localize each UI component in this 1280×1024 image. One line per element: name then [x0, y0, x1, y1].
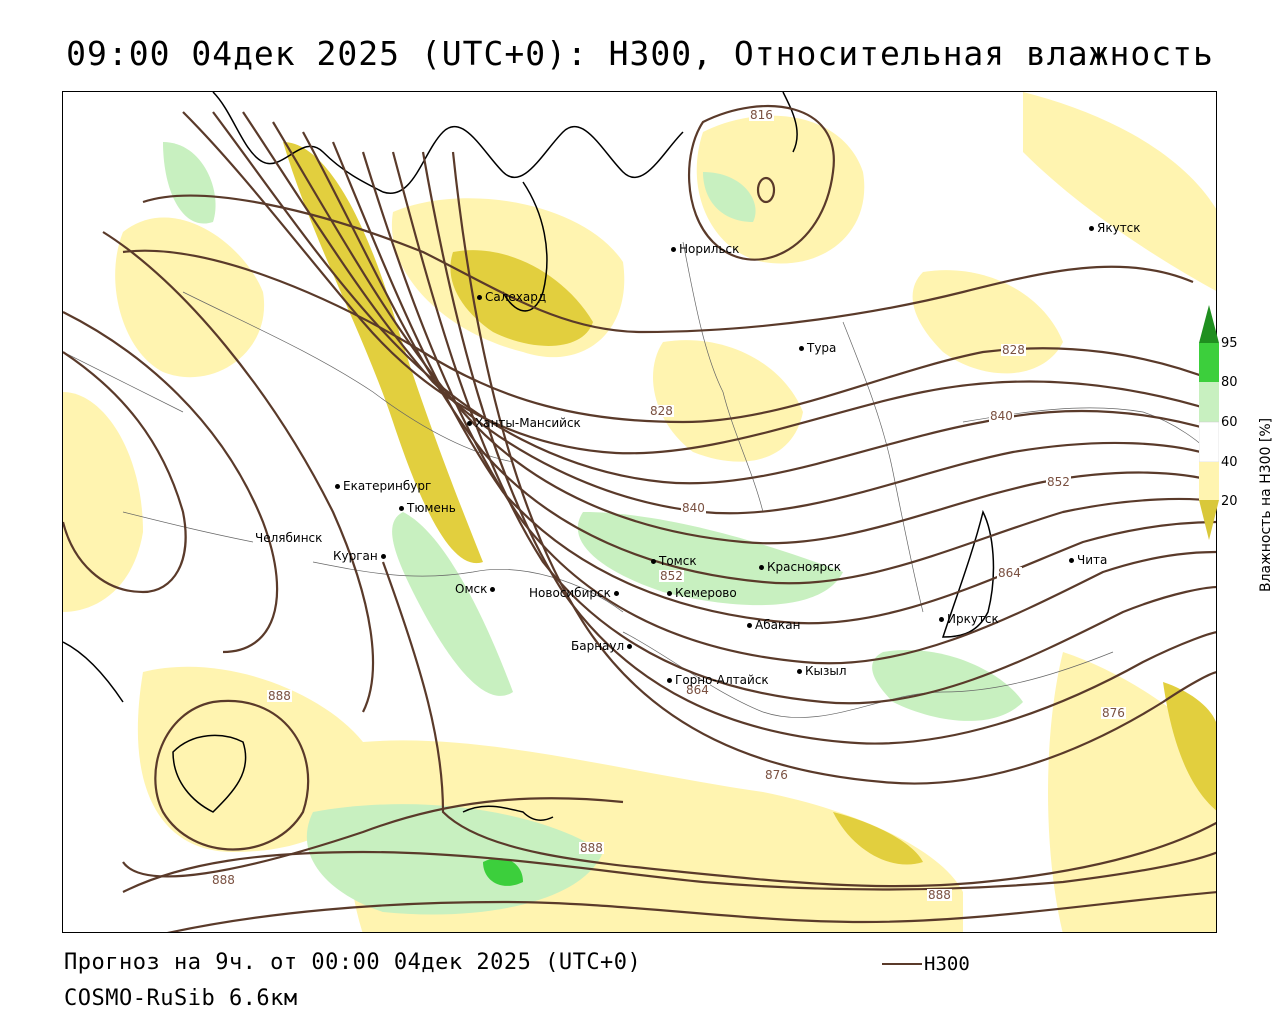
coastlines: [63, 92, 995, 822]
city-marker[interactable]: Горно-Алтайск: [667, 674, 769, 686]
city-dot-icon: [799, 346, 804, 351]
city-dot-icon: [667, 591, 672, 596]
colorbar-40-60: [1199, 421, 1219, 463]
humidity-20-40-areas: [63, 92, 1216, 932]
colorbar-tick: 20: [1221, 494, 1238, 509]
city-marker[interactable]: Ханты-Мансийск: [467, 417, 581, 429]
colorbar-top-arrow: [1199, 305, 1219, 343]
city-dot-icon: [1069, 558, 1074, 563]
city-dot-icon: [667, 678, 672, 683]
city-marker[interactable]: Красноярск: [759, 561, 841, 573]
city-dot-icon: [671, 247, 676, 252]
city-marker[interactable]: Челябинск: [255, 531, 323, 545]
colorbar-tick: 60: [1221, 415, 1238, 430]
city-marker[interactable]: Кызыл: [797, 665, 847, 677]
city-dot-icon: [380, 554, 386, 559]
city-marker[interactable]: Тура: [799, 342, 836, 354]
city-dot-icon: [399, 506, 404, 511]
map-canvas: [63, 92, 1216, 932]
h300-isolines: [63, 104, 1216, 932]
city-dot-icon: [490, 587, 496, 592]
isoline-label: 852: [1046, 475, 1071, 489]
city-marker[interactable]: Якутск: [1089, 222, 1141, 234]
city-dot-icon: [939, 617, 944, 622]
humidity-colorbar: [1199, 305, 1219, 540]
isoline-label: 864: [685, 683, 710, 697]
city-marker[interactable]: Абакан: [747, 619, 800, 631]
city-dot-icon: [477, 295, 482, 300]
city-marker[interactable]: Омск: [455, 583, 498, 595]
isoline-label: 888: [211, 873, 236, 887]
city-marker[interactable]: Новосибирск: [529, 587, 622, 599]
colorbar-tick: 95: [1221, 336, 1238, 351]
isoline-label: 864: [997, 566, 1022, 580]
colorbar-80-95: [1199, 343, 1219, 382]
city-dot-icon: [335, 484, 340, 489]
city-marker[interactable]: Салехард: [477, 291, 546, 303]
isoline-label: 828: [649, 404, 674, 418]
h300-legend-label: H300: [924, 953, 970, 975]
city-marker[interactable]: Иркутск: [939, 613, 999, 625]
isoline-label: 876: [1101, 706, 1126, 720]
city-dot-icon: [759, 565, 764, 570]
isoline-label: 888: [927, 888, 952, 902]
city-marker[interactable]: Чита: [1069, 554, 1107, 566]
model-name: COSMO-RuSib 6.6км: [64, 986, 298, 1011]
isoline-label: 840: [989, 409, 1014, 423]
city-dot-icon: [797, 669, 802, 674]
city-marker[interactable]: Курган: [333, 550, 389, 562]
humidity-60-80-areas: [163, 142, 1023, 915]
colorbar-title: Влажность на H300 [%]: [1258, 417, 1274, 592]
city-dot-icon: [467, 421, 472, 426]
city-marker[interactable]: Кемерово: [667, 587, 737, 599]
forecast-info: Прогноз на 9ч. от 00:00 04дек 2025 (UTC+…: [64, 950, 642, 975]
colorbar-tick: 40: [1221, 455, 1238, 470]
isoline-label: 876: [764, 768, 789, 782]
city-marker[interactable]: Норильск: [671, 243, 739, 255]
isoline-label: 852: [659, 569, 684, 583]
city-marker[interactable]: Томск: [651, 555, 697, 567]
city-marker[interactable]: Екатеринбург: [335, 480, 431, 492]
isoline-label: 828: [1001, 343, 1026, 357]
humidity-80-95-areas: [483, 858, 523, 886]
city-dot-icon: [613, 591, 619, 596]
city-marker[interactable]: Барнаул: [571, 640, 635, 652]
isoline-label: 816: [749, 108, 774, 122]
h300-legend-line: [882, 963, 922, 965]
map-panel[interactable]: 816 828 828 840 840 852 852 864 864 876 …: [62, 91, 1217, 933]
city-dot-icon: [651, 559, 656, 564]
isoline-label: 888: [579, 841, 604, 855]
city-dot-icon: [627, 644, 633, 649]
colorbar-60-80: [1199, 382, 1219, 422]
colorbar-tick: 80: [1221, 375, 1238, 390]
colorbar-20-40: [1199, 462, 1219, 500]
map-title: 09:00 04дек 2025 (UTC+0): H300, Относите…: [66, 34, 1214, 73]
city-marker[interactable]: Тюмень: [399, 502, 456, 514]
city-dot-icon: [747, 623, 752, 628]
colorbar-bottom-arrow: [1199, 500, 1219, 540]
city-dot-icon: [1089, 226, 1094, 231]
isoline-label: 888: [267, 689, 292, 703]
isoline-label: 840: [681, 501, 706, 515]
